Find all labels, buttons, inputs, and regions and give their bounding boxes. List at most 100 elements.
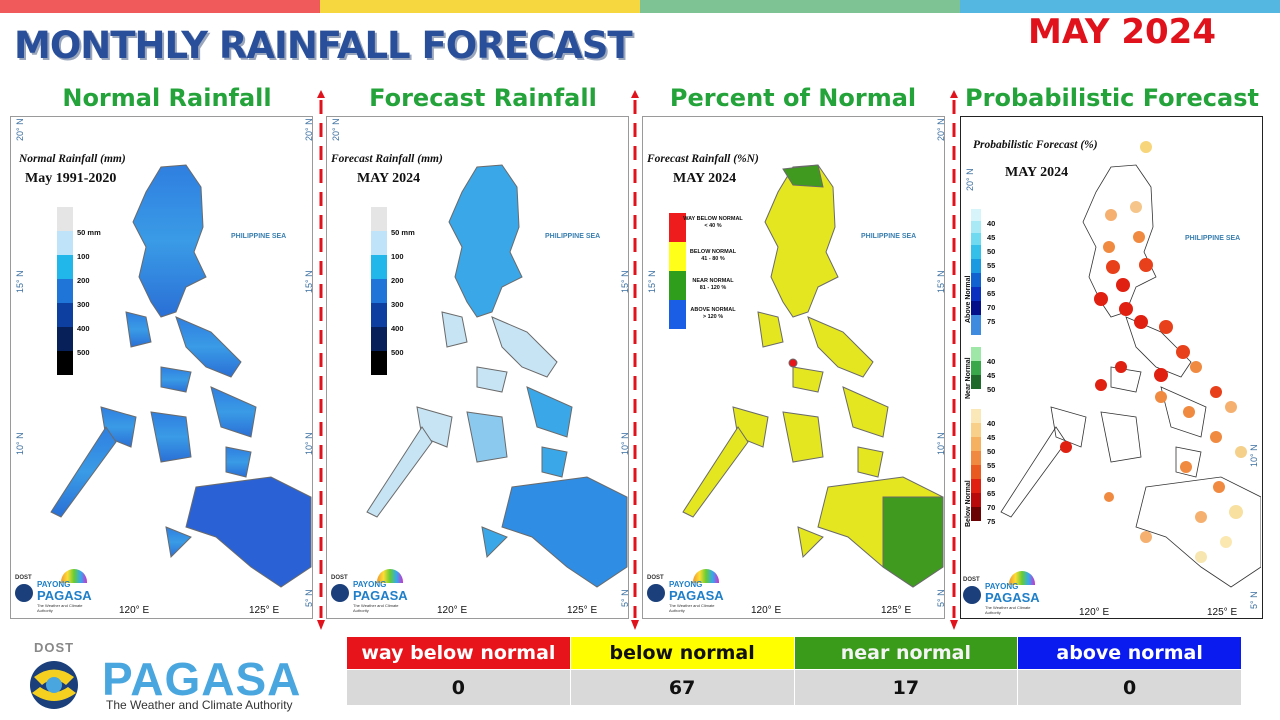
lon-label: 125° E [249,605,280,616]
legend-category: NEAR NORMAL 81 - 120 % [692,278,734,291]
philippines-map [366,164,628,588]
forecast-rainfall-map: Forecast Rainfall (mm) MAY 2024 PHILIPPI… [326,116,629,619]
lat-label: 15° N [936,270,945,293]
lat-label: 10° N [936,432,945,455]
map-date: MAY 2024 [673,171,737,186]
lon-label: 120° E [437,605,468,616]
legend-label: 75 [987,317,996,326]
top-bar-segment-blue [960,0,1280,13]
payong-pagasa-logo: DOST PAYONG PAGASA The Weather and Clima… [331,569,411,615]
map-date: MAY 2024 [357,171,421,186]
sea-label: PHILIPPINE SEA [861,233,917,240]
legend-label: 500 [391,348,404,357]
lat-label: 5° N [620,589,629,607]
lat-label: 15° N [620,270,629,293]
legend-label: 60 [987,475,996,484]
legend-label: 50 [987,247,996,256]
lat-label: 5° N [304,589,313,607]
legend-category: ABOVE NORMAL > 120 % [690,307,736,320]
legend-label: 60 [987,275,996,284]
top-bar-segment-yellow [320,0,640,13]
legend-label: 65 [987,489,996,498]
percent-of-normal-map: Forecast Rainfall (%N) MAY 2024 PHILIPPI… [642,116,945,619]
legend-group-label: Above Normal [965,275,972,323]
legend-label: 500 [77,348,90,357]
lat-label: 10° N [15,432,25,455]
philippines-map [50,164,312,588]
category-header-row: way below normal below normal near norma… [346,636,1242,670]
sea-label: PHILIPPINE SEA [545,233,601,240]
legend-category: WAY BELOW NORMAL < 40 % [683,216,743,229]
legend-label: 50 [987,447,996,456]
payong-pagasa-logo: DOST PAYONG PAGASA The Weather and Clima… [963,571,1043,617]
legend-label: 50 mm [77,228,101,237]
panel-title-percent: Percent of Normal [669,84,917,112]
umbrella-icon [377,569,403,583]
legend-label: 65 [987,289,996,298]
category-values-row: 0 67 17 0 [346,669,1242,706]
payong-pagasa-logo: DOST PAYONG PAGASA The Weather and Clima… [15,569,95,615]
legend-label: 70 [987,503,996,512]
umbrella-icon [61,569,87,583]
map-inner-title: Forecast Rainfall (mm) [331,153,443,165]
pagasa-seal-icon [331,584,349,602]
lat-label: 10° N [304,432,313,455]
forecast-month: MAY 2024 [1028,12,1216,52]
pagasa-seal-icon [15,584,33,602]
map-inner-title: Normal Rainfall (mm) [19,153,126,165]
legend-label: 100 [391,252,404,261]
philippines-map [682,164,944,588]
dost-label: DOST [34,640,75,655]
legend-label: 400 [391,324,404,333]
lat-label: 5° N [936,589,945,607]
legend-label: 40 [987,419,996,428]
legend-label: 40 [987,357,996,366]
legend-label: 45 [987,371,996,380]
legend-label: 45 [987,433,996,442]
pagasa-logo: DOST PAGASA The Weather and Climate Auth… [14,640,314,716]
lat-label: 20° N [15,118,25,141]
lon-label: 125° E [881,605,912,616]
lon-label: 125° E [1207,607,1238,618]
panel-divider-arrow [317,90,325,630]
normal-rainfall-map: Normal Rainfall (mm) May 1991-2020 PHILI… [10,116,313,619]
pagasa-wordmark: PAGASA [102,653,302,705]
top-color-bar [0,0,1280,13]
lat-label: 20° N [331,118,341,141]
umbrella-icon [1009,571,1035,585]
category-header-way-below: way below normal [346,636,571,670]
legend-label: 50 mm [391,228,415,237]
legend-group-label: Below Normal [965,480,972,527]
payong-pagasa-logo: DOST PAYONG PAGASA The Weather and Clima… [647,569,727,615]
top-bar-segment-red [0,0,320,13]
map-inner-title: Forecast Rainfall (%N) [647,153,759,165]
probability-color-scale [971,209,981,521]
probabilistic-forecast-map: Probabilistic Forecast (%) MAY 2024 PHIL… [960,116,1263,619]
pagasa-tagline: The Weather and Climate Authority [106,698,293,712]
umbrella-icon [693,569,719,583]
page-title: MONTHLY RAINFALL FORECAST [14,24,633,67]
category-header-above: above normal [1017,636,1242,670]
legend-group-label: Near Normal [965,357,972,399]
legend-label: 40 [987,219,996,228]
panel-divider-arrow [950,90,958,630]
sea-label: PHILIPPINE SEA [1185,235,1241,242]
category-value-way-below: 0 [346,669,571,706]
lat-label: 15° N [304,270,313,293]
legend-label: 200 [77,276,90,285]
legend-label: 75 [987,517,996,526]
category-value-near: 17 [793,669,1019,706]
lat-label: 20° N [304,118,313,141]
legend-category: BELOW NORMAL 41 - 80 % [689,249,737,262]
pagasa-seal-icon [963,586,981,604]
lon-label: 125° E [567,605,598,616]
category-header-below: below normal [569,636,795,670]
map-date: MAY 2024 [1005,165,1069,180]
legend-label: 55 [987,261,996,270]
lon-label: 120° E [1079,607,1110,618]
legend-label: 200 [391,276,404,285]
category-header-near: near normal [793,636,1019,670]
pagasa-seal-icon [647,584,665,602]
lon-label: 120° E [119,605,150,616]
legend-label: 300 [77,300,90,309]
